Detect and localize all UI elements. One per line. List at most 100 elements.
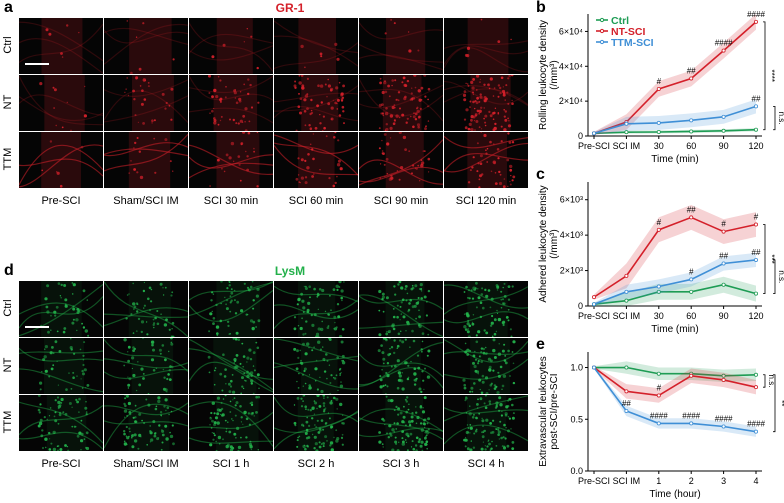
x-tick-label: 120	[748, 141, 763, 151]
chart-extravascular-leukocytes: 0.0 0.5 1.0 Pre-SCI SCI IM 1 2 3 4 Time (hour) Ext…	[538, 352, 784, 500]
lysm-column-label: Pre-SCI	[41, 458, 81, 470]
lysm-micrograph-tile	[104, 395, 188, 451]
ttm-series-line	[593, 367, 757, 433]
ctrl-data-point	[721, 373, 726, 378]
ttm-data-point	[592, 365, 597, 370]
x-tick-label: Pre-SCI	[578, 476, 610, 486]
lysm-column-label: SCI 2 h	[297, 458, 335, 470]
x-tick-label: SCI IM	[613, 141, 641, 151]
legend-label: TTM-SCI	[611, 37, 654, 49]
gr1-micrograph-tile	[274, 132, 358, 188]
significance-annotation: ##	[622, 399, 631, 408]
x-tick-label: 1	[656, 476, 661, 486]
ctrl-series-line	[593, 283, 757, 306]
legend-marker	[599, 28, 605, 34]
significance-annotation: #	[754, 213, 759, 222]
gr1-micrograph-tile	[359, 75, 443, 131]
lysm-micrograph-tile	[104, 338, 188, 394]
ctrl-data-point	[624, 365, 629, 370]
gr1-micrograph-tile	[444, 18, 528, 74]
lysm-micrograph-tile	[274, 395, 358, 451]
ttm-data-point	[592, 302, 597, 307]
gr1-column-label: SCI 60 min	[288, 195, 344, 207]
gr1-micrograph-tile	[274, 18, 358, 74]
x-tick-label: Pre-SCI	[578, 311, 610, 321]
y-axis-label: Extravascular leukocytes	[538, 356, 549, 467]
x-tick-label: SCI IM	[613, 476, 641, 486]
gr1-row-label: TTM	[2, 147, 14, 171]
ttm-data-point	[656, 421, 661, 426]
gr1-stain-title: GR-1	[275, 1, 305, 15]
nt-data-point	[753, 385, 758, 390]
ttm-data-point	[721, 114, 726, 119]
y-tick-label: 0.0	[570, 466, 583, 476]
y-axis-label: (/mm³)	[549, 60, 560, 89]
lysm-scale-bar	[25, 326, 49, 328]
panel-letter-a: a	[4, 0, 13, 16]
significance-bracket	[773, 374, 776, 433]
nt-data-point	[753, 19, 758, 24]
ttm-data-point	[624, 121, 629, 126]
x-tick-label: 2	[689, 476, 694, 486]
significance-bracket-label: n.s.	[767, 375, 776, 388]
ctrl-data-point	[656, 371, 661, 376]
nt-data-point	[592, 295, 597, 300]
significance-bracket-label: ****	[767, 70, 776, 82]
gr1-micrograph-tile	[274, 75, 358, 131]
significance-bracket	[763, 224, 766, 294]
lysm-column-label: SCI 3 h	[382, 458, 420, 470]
gr1-row-label: NT	[2, 94, 14, 110]
nt-data-point	[721, 48, 726, 53]
y-tick-label: 2×10⁴	[559, 96, 583, 106]
ttm-data-point	[624, 289, 629, 294]
significance-annotation: #	[689, 267, 694, 276]
lysm-micrograph-tile	[444, 338, 528, 394]
x-tick-label: 60	[686, 311, 696, 321]
nt-data-point	[753, 222, 758, 227]
significance-bracket-label: **	[777, 400, 784, 406]
gr1-micrograph-tile	[104, 132, 188, 188]
ttm-series-line	[593, 105, 757, 135]
ttm-error-band	[594, 99, 756, 135]
legend-label: Ctrl	[611, 15, 629, 27]
legend-marker	[599, 17, 605, 23]
ttm-data-point	[689, 421, 694, 426]
significance-annotation: ##	[752, 94, 761, 103]
ctrl-data-point	[721, 128, 726, 133]
ttm-data-point	[656, 120, 661, 125]
nt-data-point	[624, 273, 629, 278]
gr1-micrograph-tile	[359, 132, 443, 188]
y-axis-label: Rolling leukocyte density	[538, 20, 549, 130]
lysm-micrograph-tile	[189, 281, 273, 337]
gr1-column-label: Sham/SCI IM	[113, 195, 179, 207]
significance-bracket-label: n.s.	[777, 112, 784, 125]
gr1-micrograph-tile	[19, 75, 103, 131]
nt-data-point	[656, 227, 661, 232]
x-tick-label: SCI IM	[613, 311, 641, 321]
ttm-series-line	[593, 259, 757, 305]
significance-bracket-label: ***	[767, 254, 776, 263]
ctrl-data-point	[624, 130, 629, 135]
panel-letter-e: e	[536, 336, 545, 353]
gr1-micrograph-tile	[19, 132, 103, 188]
nt-data-point	[689, 76, 694, 81]
x-tick-label: 90	[719, 311, 729, 321]
lysm-micrograph-tile	[359, 395, 443, 451]
panel-letter-d: d	[4, 262, 14, 279]
nt-data-point	[721, 377, 726, 382]
legend-marker	[599, 39, 605, 45]
nt-series-line	[593, 366, 757, 397]
gr1-micrograph-tile	[104, 75, 188, 131]
significance-bracket-label: n.s.	[777, 270, 784, 283]
y-tick-label: 4×10⁴	[559, 61, 583, 71]
y-axis-label: (/mm³)	[549, 229, 560, 258]
ctrl-error-band	[594, 361, 756, 383]
nt-series-line	[593, 21, 757, 135]
y-tick-label: 2×10³	[560, 266, 583, 276]
nt-data-point	[689, 373, 694, 378]
x-tick-label: 60	[686, 141, 696, 151]
ttm-error-band	[594, 252, 756, 306]
lysm-column-label: SCI 1 h	[212, 458, 250, 470]
ttm-data-point	[689, 118, 694, 123]
y-tick-label: 1.0	[570, 363, 583, 373]
